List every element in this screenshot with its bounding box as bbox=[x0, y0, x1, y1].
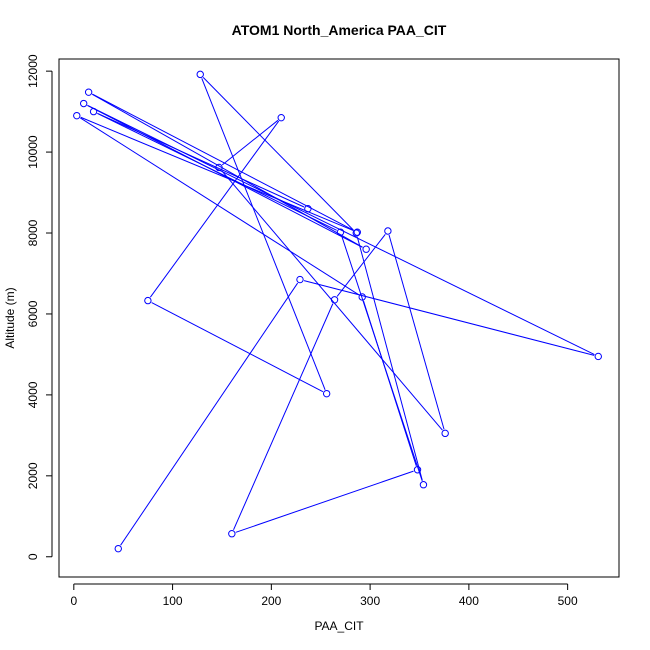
x-tick-label: 0 bbox=[70, 594, 77, 608]
data-point bbox=[79, 99, 88, 108]
series-segment bbox=[356, 236, 423, 481]
data-point bbox=[413, 466, 422, 474]
series-segment bbox=[97, 112, 305, 208]
series-segment bbox=[92, 93, 363, 248]
series-segment bbox=[341, 236, 423, 481]
data-point bbox=[84, 88, 93, 96]
series-segment bbox=[388, 234, 445, 430]
data-point bbox=[384, 227, 392, 235]
series-segment bbox=[120, 282, 299, 546]
series-segment bbox=[233, 303, 334, 531]
data-point bbox=[330, 296, 339, 304]
series-segment bbox=[303, 280, 595, 356]
data-point bbox=[362, 245, 370, 253]
data-point bbox=[352, 229, 360, 237]
data-point bbox=[304, 205, 312, 213]
x-tick-label: 400 bbox=[459, 594, 479, 608]
data-point bbox=[228, 529, 236, 538]
data-point bbox=[296, 275, 304, 284]
series-segment bbox=[87, 104, 363, 248]
data-point bbox=[594, 352, 602, 361]
x-axis-label: PAA_CIT bbox=[314, 619, 364, 633]
data-point bbox=[353, 228, 361, 236]
data-point bbox=[419, 481, 428, 489]
series-segment bbox=[235, 470, 414, 533]
series-segment bbox=[336, 234, 386, 297]
plot-frame bbox=[58, 58, 620, 578]
y-axis: 0 2000 4000 6000 8000 10000 12000 bbox=[26, 54, 53, 560]
series-segment bbox=[87, 104, 595, 356]
data-point bbox=[114, 544, 122, 553]
data-point bbox=[73, 111, 81, 120]
y-tick-label: 12000 bbox=[26, 54, 40, 88]
series-segment bbox=[80, 116, 354, 232]
data-point bbox=[358, 293, 366, 301]
data-point bbox=[441, 429, 449, 438]
data-point bbox=[322, 389, 331, 398]
x-tick-label: 300 bbox=[360, 594, 380, 608]
data-point bbox=[277, 113, 285, 122]
y-tick-label: 6000 bbox=[26, 300, 40, 327]
x-axis: 0 100 200 300 400 500 bbox=[70, 583, 578, 608]
series-points-group bbox=[73, 70, 602, 553]
series-segment bbox=[202, 77, 354, 231]
y-tick-label: 2000 bbox=[26, 462, 40, 489]
x-tick-label: 500 bbox=[558, 594, 578, 608]
y-tick-label: 0 bbox=[26, 553, 40, 560]
data-point bbox=[215, 163, 223, 172]
series-segment bbox=[149, 120, 280, 298]
series-segment bbox=[80, 117, 359, 296]
series-segment bbox=[92, 93, 354, 231]
x-tick-label: 200 bbox=[261, 594, 281, 608]
series-line-group bbox=[80, 77, 595, 546]
y-tick-label: 4000 bbox=[26, 381, 40, 408]
series-segment bbox=[151, 302, 324, 393]
series-segment bbox=[97, 113, 337, 231]
x-tick-label: 100 bbox=[163, 594, 183, 608]
chart-title: ATOM1 North_America PAA_CIT bbox=[232, 22, 447, 38]
data-point bbox=[196, 70, 204, 79]
y-tick-label: 10000 bbox=[26, 135, 40, 169]
series-segment bbox=[221, 119, 279, 166]
series-segment bbox=[221, 170, 443, 431]
y-axis-label: Altitude (m) bbox=[3, 287, 17, 348]
data-point bbox=[144, 296, 152, 305]
series-segment bbox=[201, 78, 326, 390]
data-point bbox=[336, 228, 345, 236]
y-tick-label: 8000 bbox=[26, 219, 40, 246]
data-point bbox=[89, 107, 98, 116]
